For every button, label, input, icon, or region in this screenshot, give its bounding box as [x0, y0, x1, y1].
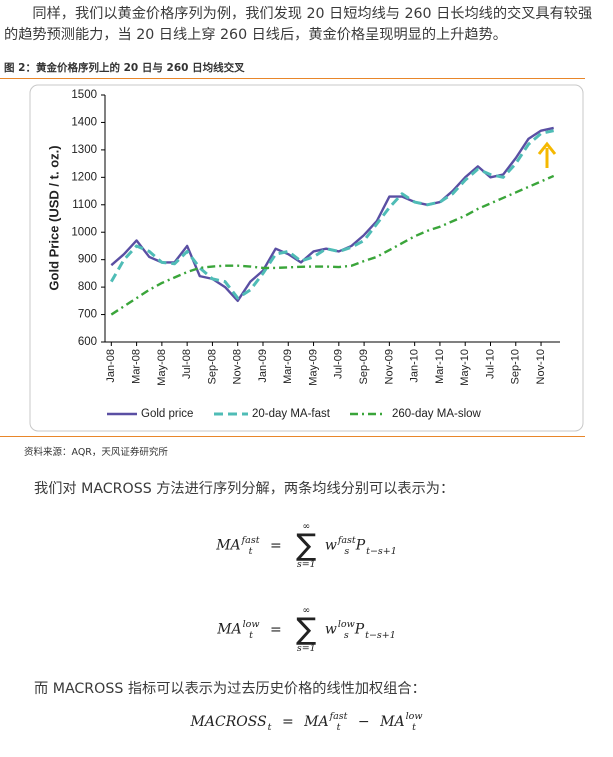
subscript: t [249, 629, 253, 641]
x-tick-label: Jul-08 [181, 349, 193, 379]
subscript: t−s+1 [365, 629, 396, 641]
y-tick-label: 1100 [72, 199, 97, 211]
sum-sign: ∑ [296, 611, 317, 647]
x-tick-label: Nov-10 [535, 349, 547, 384]
subscript: t [267, 722, 272, 733]
x-tick-label: Sep-09 [358, 349, 370, 384]
x-tick-label: May-09 [307, 349, 319, 386]
symbol: MA [304, 714, 329, 730]
y-tick-label: 1300 [71, 144, 97, 156]
caption-rule [0, 78, 585, 79]
formula: MA fast t = ∞ ∑ s=1 w fast s P t−s+1 [0, 522, 613, 569]
symbol: P [354, 621, 365, 638]
symbol: MACROSS [190, 714, 267, 730]
paragraph: 我们对 MACROSS 方法进行序列分解，两条均线分别可以表示为： [34, 481, 455, 497]
sum-bottom: s=1 [296, 642, 316, 654]
x-tick-label: Sep-08 [206, 349, 218, 384]
formula: MACROSS t = MA fast t − MA low t [0, 711, 613, 733]
x-tick-label: Mar-10 [434, 349, 446, 384]
paragraph: 而 MACROSS 指标可以表示为过去历史价格的线性加权组合： [34, 681, 426, 697]
equals: = [269, 537, 282, 554]
legend-label: 260-day MA-slow [392, 408, 482, 420]
subscript: s [343, 629, 349, 641]
x-tick-label: Jul-10 [484, 349, 496, 379]
source-rule [0, 436, 585, 437]
x-tick-label: Jan-10 [409, 349, 421, 383]
y-tick-label: 600 [78, 336, 97, 348]
x-tick-label: Jan-08 [105, 349, 117, 383]
subscript: t [412, 722, 416, 733]
sum-top: ∞ [302, 605, 311, 616]
x-tick-label: Jan-09 [257, 349, 269, 383]
x-tick-label: Mar-09 [282, 349, 294, 384]
equals: = [281, 714, 294, 730]
y-axis-title: Gold Price (USD / t. oz.) [46, 145, 61, 290]
legend-label: 20-day MA-fast [252, 408, 331, 420]
subscript: t [248, 545, 253, 557]
symbol: MA [380, 714, 405, 730]
subscript: t−s+1 [366, 545, 397, 557]
x-tick-label: Sep-10 [510, 349, 522, 384]
minus: − [357, 714, 370, 730]
x-tick-label: Nov-09 [383, 349, 395, 384]
y-tick-label: 1200 [71, 171, 97, 183]
x-tick-label: Jul-09 [333, 349, 345, 379]
y-tick-label: 700 [78, 309, 97, 321]
x-tick-label: May-08 [156, 349, 168, 386]
y-tick-label: 1000 [71, 226, 97, 238]
subscript: s [344, 545, 350, 557]
series-line [110, 129, 554, 300]
symbol: w [324, 621, 337, 638]
superscript: fast [329, 711, 348, 722]
equals: = [269, 621, 282, 638]
y-tick-label: 800 [78, 281, 97, 293]
subscript: t [336, 722, 341, 733]
x-tick-label: Mar-08 [131, 349, 143, 384]
legend-label: Gold price [141, 408, 193, 420]
y-tick-label: 1400 [71, 116, 97, 128]
chart: Gold Price (USD / t. oz.) 600 700 800 900 10… [29, 84, 584, 432]
superscript: low [242, 618, 260, 630]
figure-caption: 图 2：黄金价格序列上的 20 日与 260 日均线交叉 [4, 62, 245, 74]
sum-bottom: s=1 [296, 558, 316, 570]
source-note: 资料来源：AQR，天风证券研究所 [24, 447, 168, 458]
x-tick-label: May-10 [459, 349, 471, 386]
formula: MA low t = ∞ ∑ s=1 w low s P t−s+1 [0, 606, 613, 653]
symbol: P [355, 537, 366, 554]
series-line [110, 174, 555, 316]
arrow-annotation [537, 141, 557, 168]
superscript: low [405, 711, 423, 722]
symbol: MA [216, 537, 241, 554]
symbol: MA [217, 621, 242, 638]
superscript: fast [241, 534, 260, 546]
sum-sign: ∑ [296, 527, 317, 563]
symbol: w [324, 537, 337, 554]
superscript: fast [337, 534, 356, 546]
intro-paragraph: 同样，我们以黄金价格序列为例，我们发现 20 日短均线与 260 日长均线的交叉… [4, 6, 593, 43]
superscript: low [337, 618, 355, 630]
x-tick-label: Nov-08 [232, 349, 244, 384]
y-tick-label: 900 [78, 254, 97, 266]
sum-top: ∞ [302, 521, 311, 532]
y-tick-label: 1500 [71, 89, 97, 101]
